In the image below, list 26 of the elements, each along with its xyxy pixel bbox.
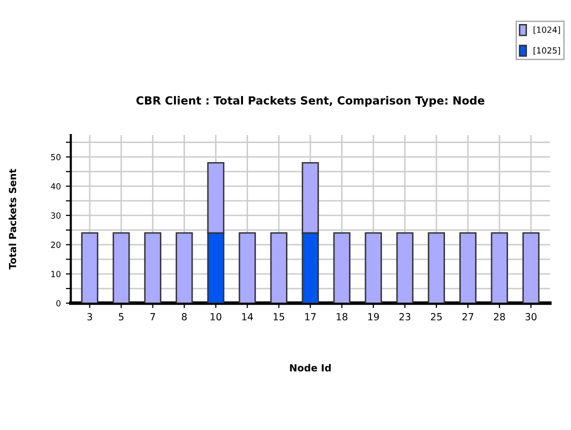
x-tick-label: 27	[462, 313, 474, 320]
x-tick-label: 30	[526, 313, 536, 320]
x-tick-label: 5	[118, 313, 124, 320]
chart-title: CBR Client : Total Packets Sent, Comparison Type: Node	[136, 96, 484, 107]
x-tick-label: 19	[368, 313, 379, 320]
x-tick-label: 3	[87, 313, 92, 320]
y-tick-label: 0	[56, 300, 61, 306]
x-tick-label: 10	[210, 313, 222, 320]
legend-label: [1024]	[534, 26, 560, 34]
x-tick-label: 17	[305, 313, 316, 320]
y-tick-label: 30	[51, 212, 61, 219]
x-tick-label: 28	[494, 313, 505, 320]
legend-label: [1025]	[534, 47, 560, 55]
x-tick-label: 7	[150, 313, 156, 320]
x-tick-label: 8	[182, 313, 187, 320]
y-tick-label: 40	[50, 183, 61, 190]
y-tick-label: 10	[51, 270, 61, 278]
x-tick-label: 18	[336, 313, 348, 320]
x-tick-label: 25	[430, 313, 442, 320]
x-tick-label: 15	[274, 313, 284, 320]
y-tick-label: 20	[51, 242, 61, 248]
y-tick-label: 50	[51, 154, 61, 160]
x-tick-label: 23	[399, 313, 410, 320]
y-axis-title: Total Packets Sent	[8, 168, 16, 270]
x-tick-label: 14	[242, 313, 253, 320]
x-axis-title: Node Id	[290, 364, 331, 372]
